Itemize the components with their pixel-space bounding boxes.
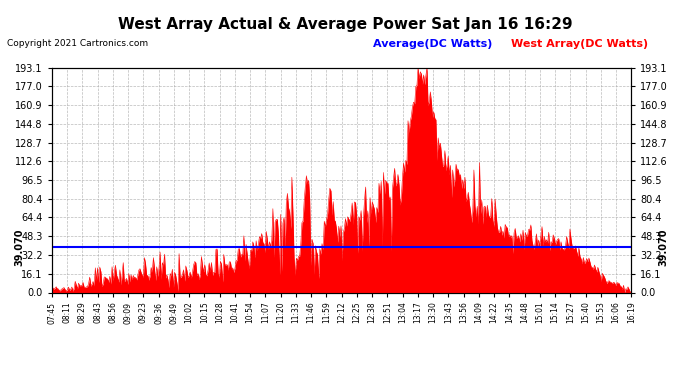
Text: West Array Actual & Average Power Sat Jan 16 16:29: West Array Actual & Average Power Sat Ja… bbox=[118, 17, 572, 32]
Text: 39.070: 39.070 bbox=[15, 228, 25, 266]
Text: Copyright 2021 Cartronics.com: Copyright 2021 Cartronics.com bbox=[7, 39, 148, 48]
Text: Average(DC Watts): Average(DC Watts) bbox=[373, 39, 492, 50]
Text: 39.070: 39.070 bbox=[658, 228, 668, 266]
Text: West Array(DC Watts): West Array(DC Watts) bbox=[511, 39, 648, 50]
